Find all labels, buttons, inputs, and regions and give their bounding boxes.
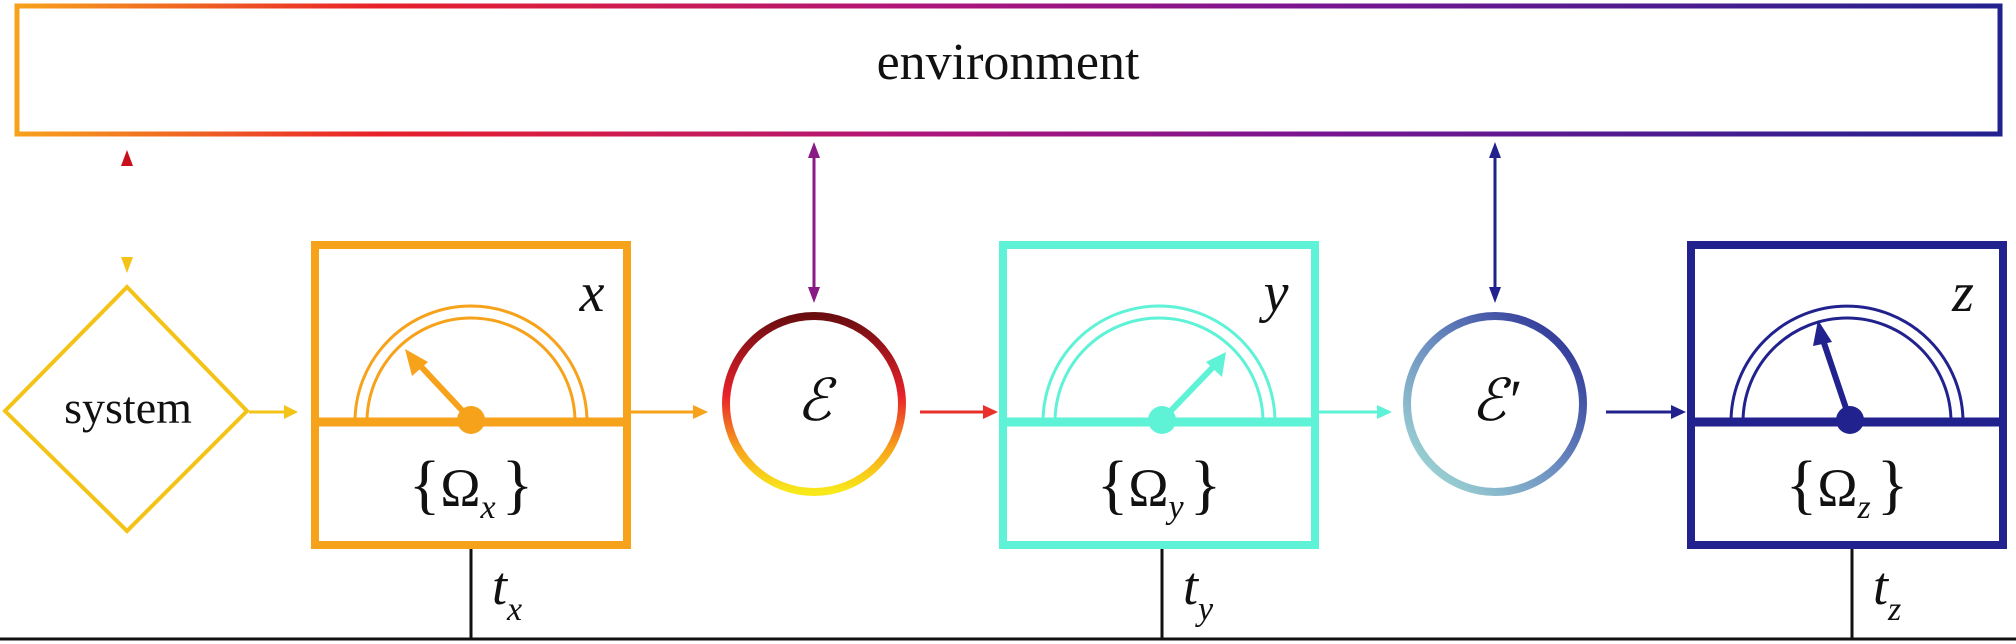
outcome-set-z-symbol: Ω bbox=[1817, 458, 1857, 518]
meter-z-dial bbox=[1729, 304, 1965, 423]
arrow-e-to-y bbox=[920, 405, 998, 419]
channel-e-prime-label: ℰ′ bbox=[1471, 368, 1520, 433]
channel-e-prime: ℰ′ bbox=[1403, 312, 1587, 496]
environment-box: environment bbox=[14, 3, 2003, 137]
meter-x-needle bbox=[405, 349, 485, 434]
timeline bbox=[0, 549, 2016, 641]
outcome-set-x-open: { bbox=[409, 448, 441, 521]
outcome-set-z-sub: z bbox=[1856, 489, 1870, 526]
meter-y-needle bbox=[1148, 352, 1226, 434]
outcome-set-y-sub: y bbox=[1166, 489, 1185, 526]
outcome-set-y-symbol: Ω bbox=[1128, 458, 1168, 518]
system-node: system bbox=[2, 284, 250, 534]
channel-e-label: ℰ bbox=[796, 368, 837, 433]
time-x-main: t bbox=[492, 556, 509, 616]
detector-z bbox=[1687, 241, 2007, 549]
channel-e: ℰ bbox=[722, 312, 906, 496]
detector-x-label: x bbox=[579, 262, 605, 324]
time-z-sub: z bbox=[1887, 591, 1901, 628]
outcome-set-x-sub: x bbox=[480, 489, 496, 526]
env-channel-e-arrow bbox=[808, 142, 820, 303]
outcome-set-x-close: } bbox=[502, 448, 534, 521]
outcome-set-z: {Ωz} bbox=[1786, 448, 1909, 526]
detector-x bbox=[311, 241, 631, 549]
outcome-set-y: {Ωy} bbox=[1097, 448, 1222, 526]
meter-x-dial bbox=[353, 304, 589, 423]
outcome-set-x: {Ωx} bbox=[409, 448, 534, 526]
time-y-main: t bbox=[1183, 556, 1200, 616]
arrow-system-to-x bbox=[249, 405, 298, 419]
time-y-sub: y bbox=[1195, 591, 1214, 628]
arrow-eprime-to-z bbox=[1606, 405, 1686, 419]
time-label-y: ty bbox=[1183, 556, 1214, 628]
time-label-x: tx bbox=[492, 556, 522, 628]
meter-z-needle bbox=[1813, 320, 1864, 434]
env-channel-eprime-arrow bbox=[1489, 142, 1501, 303]
detector-y bbox=[999, 241, 1319, 549]
outcome-set-x-symbol: Ω bbox=[440, 458, 480, 518]
system-label: system bbox=[64, 382, 192, 433]
arrow-y-to-eprime bbox=[1318, 405, 1392, 419]
detector-y-label: y bbox=[1259, 262, 1289, 324]
environment-label: environment bbox=[877, 34, 1140, 91]
arrow-x-to-e bbox=[630, 405, 708, 419]
outcome-set-z-open: { bbox=[1786, 448, 1818, 521]
outcome-set-z-close: } bbox=[1877, 448, 1909, 521]
time-z-main: t bbox=[1873, 556, 1890, 616]
time-x-sub: x bbox=[506, 591, 522, 628]
time-label-z: tz bbox=[1873, 556, 1901, 628]
meter-y-dial bbox=[1041, 304, 1277, 423]
detector-z-label: z bbox=[1951, 262, 1974, 324]
outcome-set-y-open: { bbox=[1097, 448, 1129, 521]
env-system-arrow bbox=[121, 150, 133, 273]
outcome-set-y-close: } bbox=[1190, 448, 1222, 521]
